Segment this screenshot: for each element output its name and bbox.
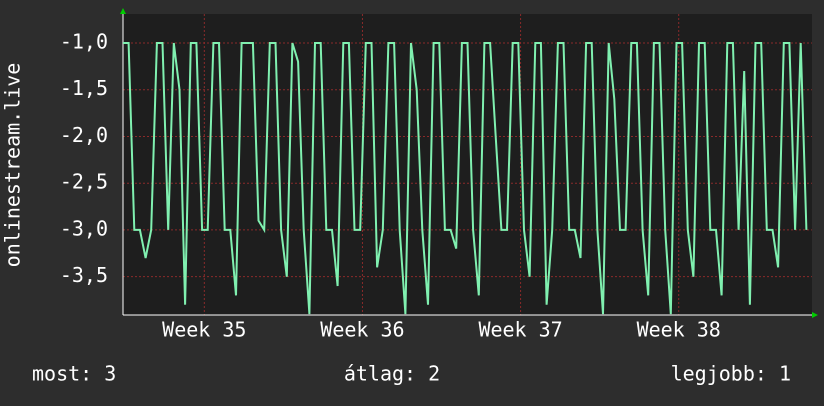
axis-arrow: [120, 8, 126, 14]
axis-arrow: [812, 312, 818, 318]
x-tick-label: Week 38: [637, 318, 721, 342]
x-tick-label: Week 36: [320, 318, 404, 342]
data-line: [123, 42, 808, 315]
y-tick-label: -1,0: [60, 29, 108, 53]
y-tick-label: -2,5: [60, 170, 108, 194]
footer-average: átlag: 2: [344, 362, 440, 386]
y-tick-label: -1,5: [60, 76, 108, 100]
footer-best: legjobb: 1: [671, 362, 791, 386]
x-tick-label: Week 37: [478, 318, 562, 342]
x-tick-label: Week 35: [162, 318, 246, 342]
y-tick-label: -2,0: [60, 123, 108, 147]
y-tick-label: -3,0: [60, 216, 108, 240]
y-tick-label: -3,5: [60, 263, 108, 287]
footer-current: most: 3: [32, 362, 116, 386]
y-axis-label: onlinestream.live: [1, 63, 25, 268]
